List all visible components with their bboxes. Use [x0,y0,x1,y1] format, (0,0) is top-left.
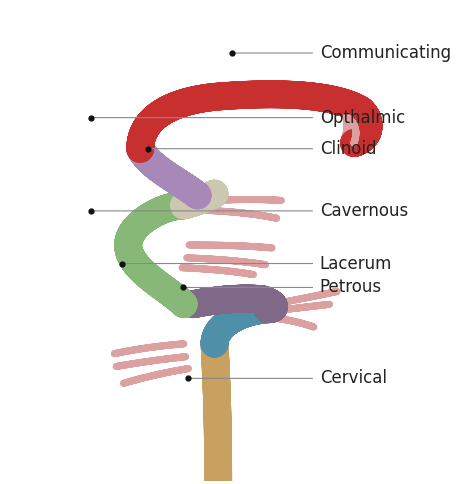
Text: Clinoid: Clinoid [319,140,376,158]
Text: Cavernous: Cavernous [319,202,408,220]
Text: Lacerum: Lacerum [319,255,392,272]
Text: Communicating: Communicating [319,44,451,62]
Text: Opthalmic: Opthalmic [319,108,405,127]
Text: Petrous: Petrous [319,278,382,297]
Text: Cervical: Cervical [319,369,387,387]
